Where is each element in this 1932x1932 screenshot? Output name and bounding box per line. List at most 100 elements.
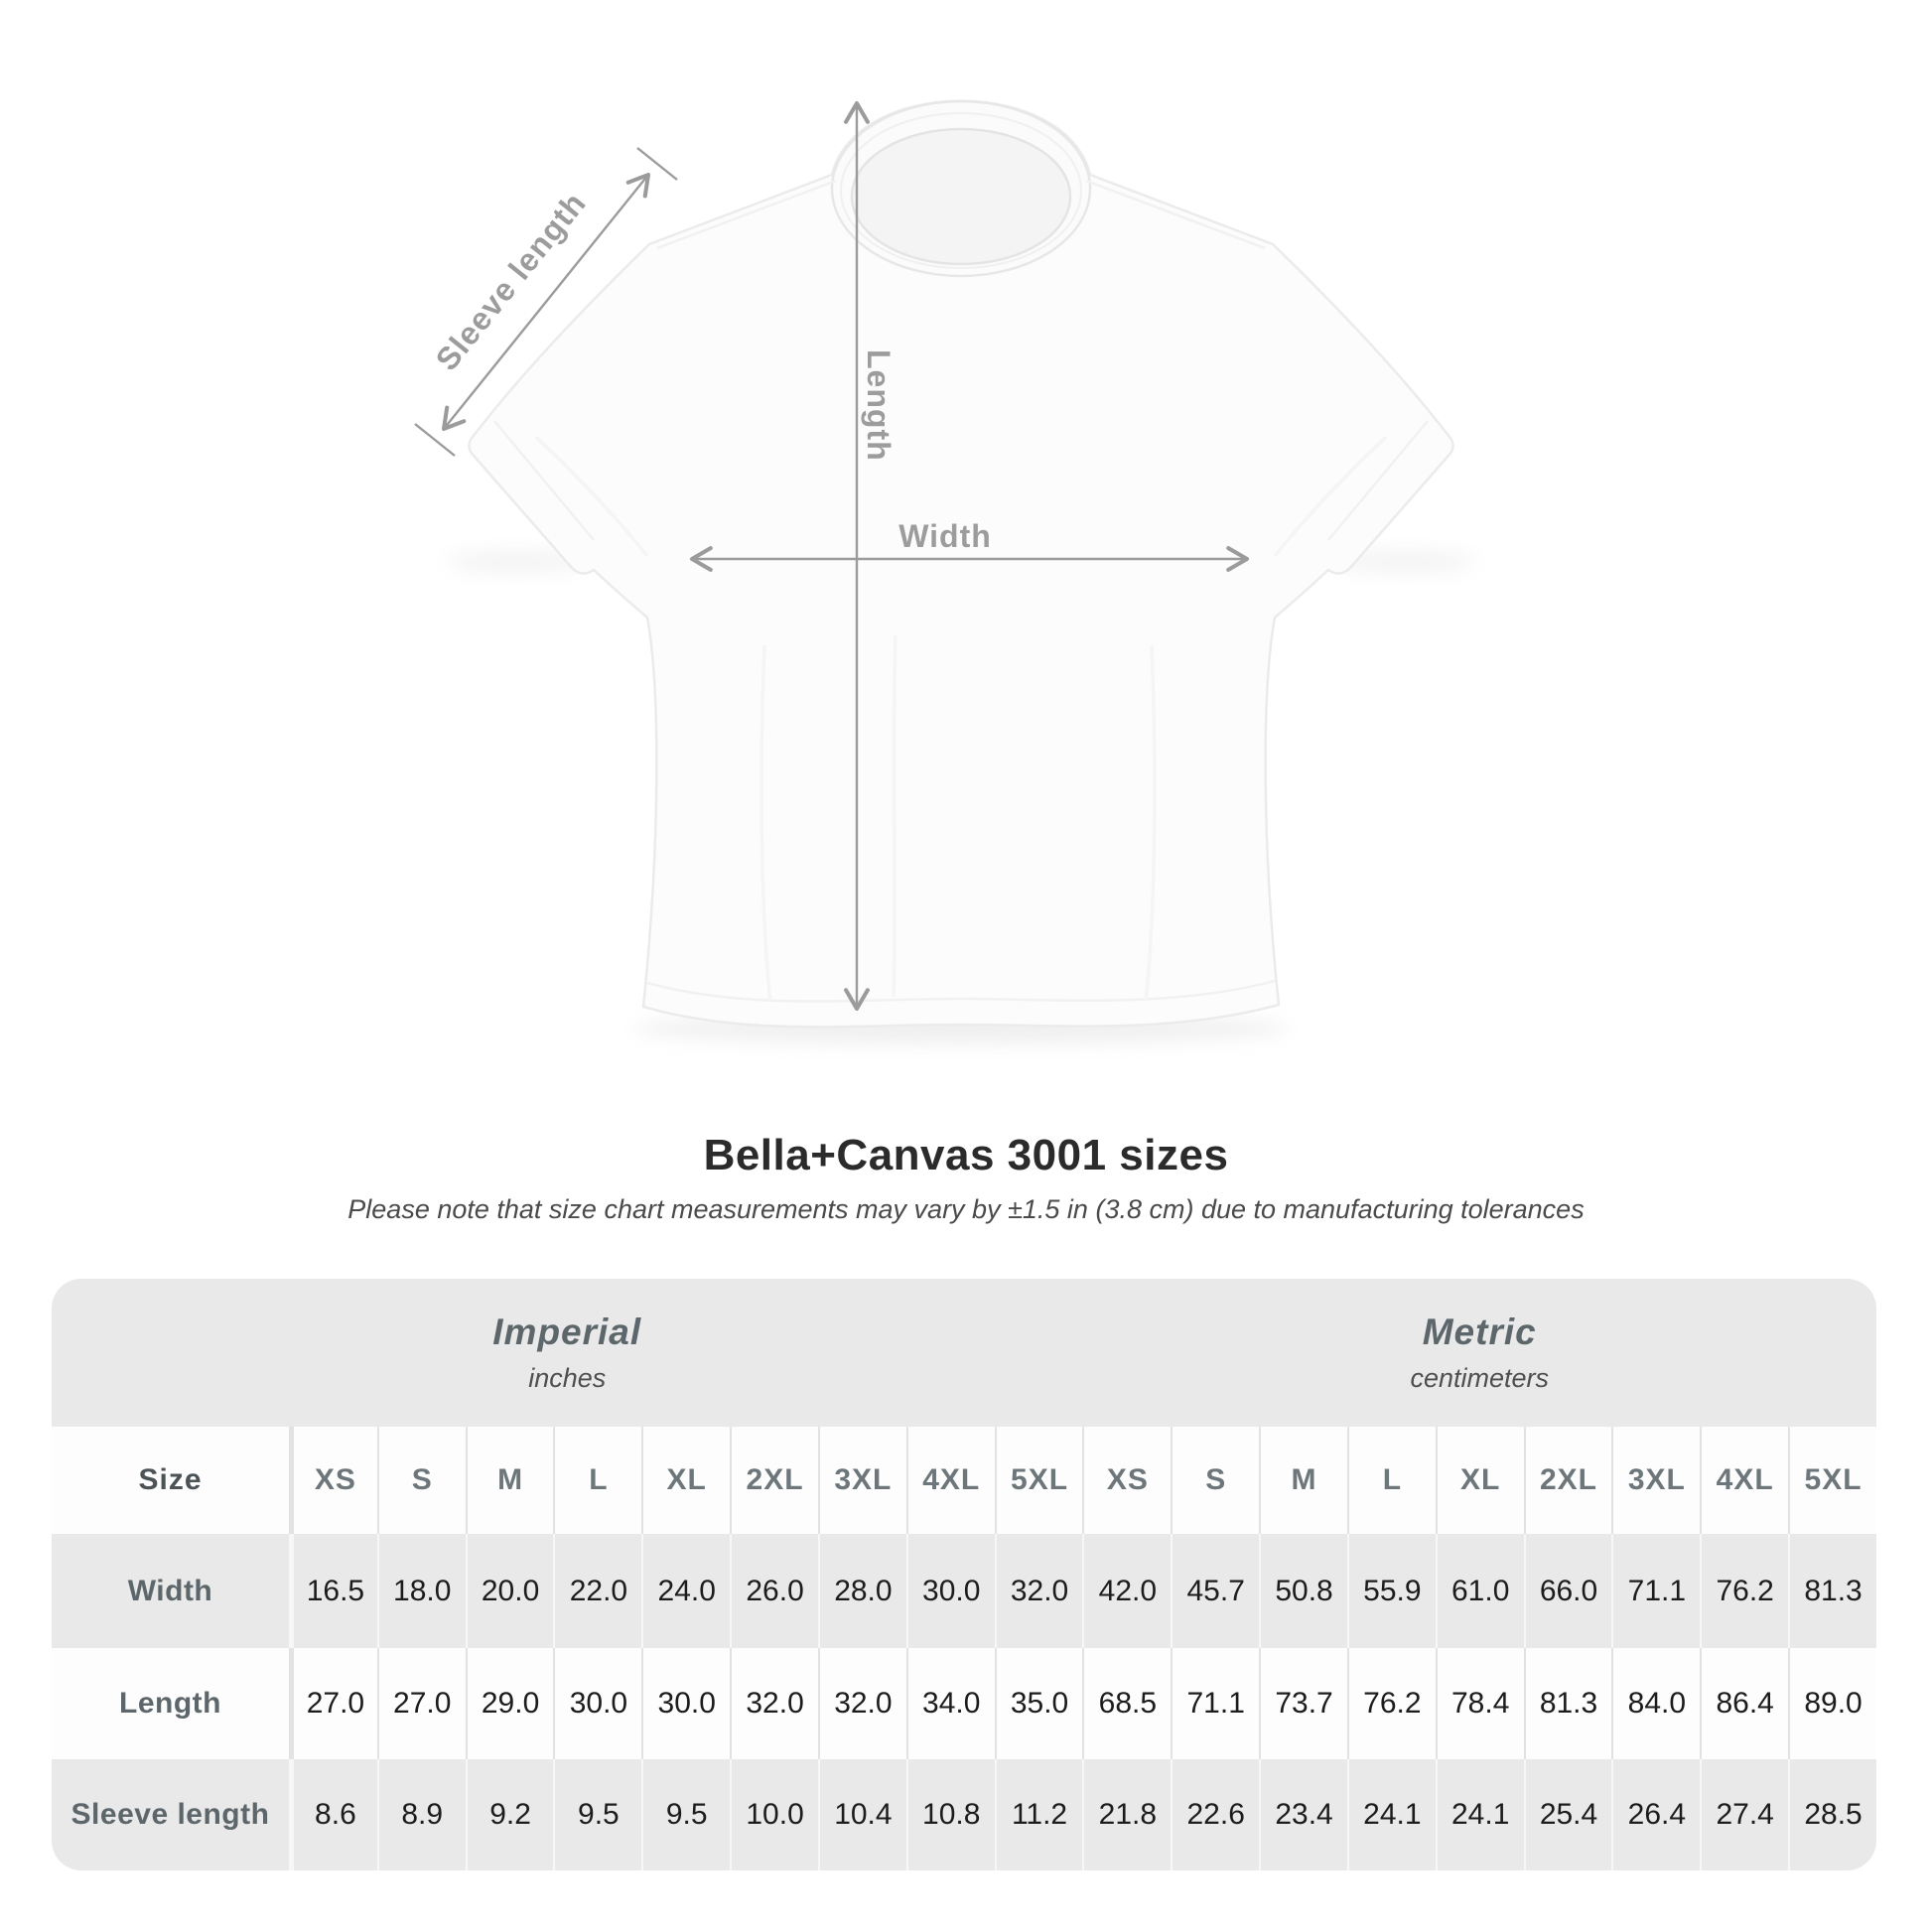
tshirt-graphic: Sleeve length Length Width [414,99,1475,1044]
table-cell: 81.3 [1788,1534,1876,1648]
table-body: Width 16.5 18.0 20.0 22.0 24.0 26.0 28.0 30.0 32.… [52,1534,1876,1870]
table-cell: 76.2 [1346,1648,1436,1759]
unit-group-row: Imperial inches Metric centimeters [52,1279,1876,1427]
table-cell: 42.0 [1082,1534,1172,1648]
table-cell: 16.5 [289,1534,377,1648]
table-cell: 76.2 [1700,1534,1789,1648]
table-cell: 27.0 [376,1648,466,1759]
unit-group-sublabel: centimeters [1410,1363,1549,1393]
size-col-header-metric-l: L [1346,1427,1436,1534]
table-cell: 24.0 [641,1534,731,1648]
table-cell: 21.8 [1082,1759,1172,1870]
table-head: Imperial inches Metric centimeters Size XS S M L… [52,1279,1876,1534]
size-col-header-metric-4xl: 4XL [1700,1427,1789,1534]
length-label: Length [861,349,897,462]
table-cell: 84.0 [1611,1648,1701,1759]
sleeve-dim-cap-top [636,147,678,181]
sleeve-dim-cap-bottom [414,423,456,457]
size-col-header-imperial-xs: XS [289,1427,377,1534]
table-cell: 68.5 [1082,1648,1172,1759]
table-cell: 55.9 [1346,1534,1436,1648]
size-col-header-imperial-2xl: 2XL [730,1427,818,1534]
table-cell: 27.0 [289,1648,377,1759]
table-cell: 9.5 [641,1759,731,1870]
table-cell: 27.4 [1700,1759,1789,1870]
row-label: Sleeve length [52,1759,289,1870]
table-cell: 45.7 [1171,1534,1260,1648]
table-cell: 28.0 [817,1534,906,1648]
size-col-header-imperial-s: S [376,1427,466,1534]
size-col-header-metric-xs: XS [1082,1427,1172,1534]
table-cell: 35.0 [994,1648,1083,1759]
width-label: Width [898,518,992,554]
title-block: Bella+Canvas 3001 sizes Please note that… [0,1130,1932,1225]
size-col-header-metric-3xl: 3XL [1611,1427,1701,1534]
table-cell: 24.1 [1346,1759,1436,1870]
table-cell: 73.7 [1259,1648,1347,1759]
table-cell: 86.4 [1700,1648,1789,1759]
tshirt-measurement-diagram: Sleeve length Length Width [414,99,1475,1044]
size-col-header-metric-xl: XL [1435,1427,1524,1534]
table-cell: 23.4 [1259,1759,1347,1870]
size-col-header-metric-m: M [1259,1427,1347,1534]
table-cell: 32.0 [730,1648,818,1759]
size-col-header-imperial-4xl: 4XL [905,1427,995,1534]
table-cell: 8.9 [376,1759,466,1870]
table-cell: 9.2 [465,1759,554,1870]
size-table: Imperial inches Metric centimeters Size XS S M L… [52,1279,1876,1870]
table-cell: 71.1 [1171,1648,1260,1759]
sleeve-length-arrow [441,172,651,432]
unit-group-sublabel: inches [528,1363,607,1393]
unit-group-imperial: Imperial inches [52,1279,1083,1427]
table-cell: 25.4 [1523,1759,1612,1870]
unit-group-label: Metric [1422,1311,1537,1352]
page-title: Bella+Canvas 3001 sizes [703,1131,1229,1179]
size-col-header-imperial-5xl: 5XL [994,1427,1083,1534]
table-cell: 10.8 [905,1759,995,1870]
unit-group-metric: Metric centimeters [1082,1279,1876,1427]
table-cell: 9.5 [553,1759,642,1870]
table-cell: 22.0 [553,1534,642,1648]
table-cell: 10.0 [730,1759,818,1870]
table-cell: 78.4 [1435,1648,1524,1759]
table-cell: 30.0 [553,1648,642,1759]
table-cell: 8.6 [289,1759,377,1870]
table-cell: 18.0 [376,1534,466,1648]
size-col-header-metric-2xl: 2XL [1523,1427,1612,1534]
seam-lines [493,179,1429,1003]
table-row: Length 27.0 27.0 29.0 30.0 30.0 32.0 32.0 34.0 35… [52,1648,1876,1759]
table-cell: 71.1 [1611,1534,1701,1648]
size-col-header-metric-s: S [1171,1427,1260,1534]
collar-opening [850,127,1072,266]
size-col-header-imperial-m: M [465,1427,554,1534]
size-header-label: Size [52,1427,289,1534]
size-col-header-imperial-l: L [553,1427,642,1534]
table-cell: 30.0 [905,1534,995,1648]
table-cell: 81.3 [1523,1648,1612,1759]
table-row: Sleeve length 8.6 8.9 9.2 9.5 9.5 10.0 10.4 10.8… [52,1759,1876,1870]
table-cell: 34.0 [905,1648,995,1759]
table-cell: 32.0 [817,1648,906,1759]
table-cell: 30.0 [641,1648,731,1759]
size-table-container: Imperial inches Metric centimeters Size XS S M L… [52,1279,1876,1870]
table-cell: 26.0 [730,1534,818,1648]
collar-seam [840,112,1082,269]
table-cell: 24.1 [1435,1759,1524,1870]
table-cell: 61.0 [1435,1534,1524,1648]
table-cell: 89.0 [1788,1648,1876,1759]
fabric-wrinkles [534,435,1388,1002]
table-cell: 26.4 [1611,1759,1701,1870]
table-cell: 32.0 [994,1534,1083,1648]
table-cell: 28.5 [1788,1759,1876,1870]
table-cell: 66.0 [1523,1534,1612,1648]
table-cell: 22.6 [1171,1759,1260,1870]
unit-group-label: Imperial [492,1311,642,1352]
row-label: Width [52,1534,289,1648]
table-cell: 20.0 [465,1534,554,1648]
size-header-row: Size XS S M L XL 2XL 3XL 4XL 5XL XS S M L XL 2XL 3XL 4XL 5… [52,1427,1876,1534]
table-cell: 50.8 [1259,1534,1347,1648]
row-label: Length [52,1648,289,1759]
table-cell: 29.0 [465,1648,554,1759]
tshirt-silhouette [468,99,1454,1029]
